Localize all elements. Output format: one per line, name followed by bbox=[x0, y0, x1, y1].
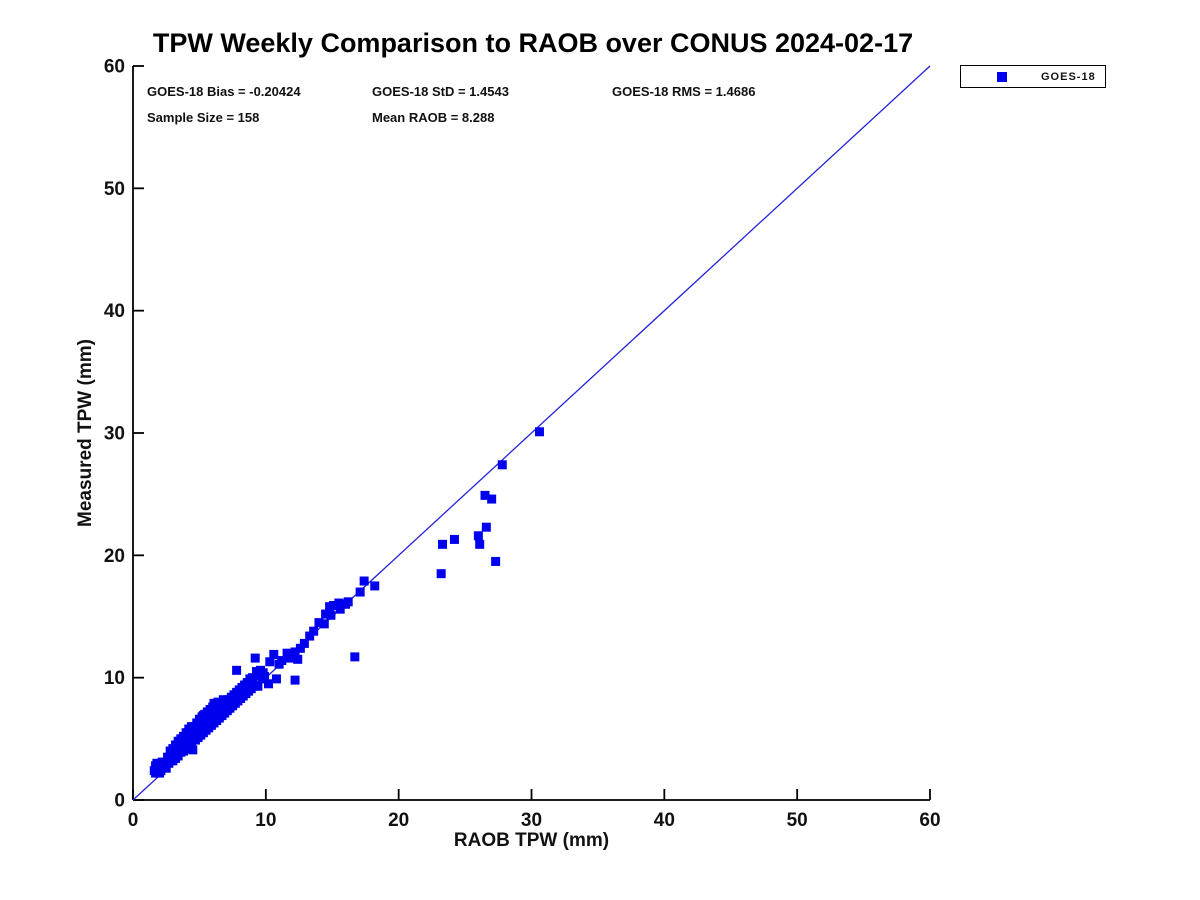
scatter-point bbox=[213, 697, 223, 707]
stat-mean-raob: Mean RAOB = 8.288 bbox=[372, 110, 495, 125]
stat-std: GOES-18 StD = 1.4543 bbox=[372, 84, 509, 99]
scatter-point bbox=[295, 643, 305, 653]
y-tick-label: 60 bbox=[104, 57, 125, 78]
stat-rms: GOES-18 RMS = 1.4686 bbox=[612, 84, 756, 99]
x-tick-label: 60 bbox=[919, 810, 940, 831]
scatter-point bbox=[350, 652, 360, 662]
scatter-point bbox=[253, 681, 263, 691]
scatter-point bbox=[359, 576, 369, 586]
x-tick-label: 50 bbox=[787, 810, 808, 831]
scatter-point bbox=[282, 648, 292, 658]
y-tick-label: 20 bbox=[104, 546, 125, 567]
legend-marker-square-icon bbox=[997, 71, 1007, 82]
stat-sample-size: Sample Size = 158 bbox=[147, 110, 260, 125]
scatter-point bbox=[277, 656, 287, 666]
x-tick-label: 0 bbox=[128, 810, 139, 831]
scatter-point bbox=[260, 671, 270, 681]
scatter-point bbox=[449, 534, 459, 544]
scatter-point bbox=[290, 647, 300, 657]
scatter-point bbox=[248, 673, 258, 683]
scatter-point bbox=[534, 427, 544, 437]
x-tick-label: 10 bbox=[255, 810, 276, 831]
scatter-point bbox=[326, 610, 336, 620]
scatter-point bbox=[335, 604, 345, 614]
x-tick-label: 40 bbox=[654, 810, 675, 831]
scatter-point bbox=[285, 653, 295, 663]
y-tick-label: 40 bbox=[104, 301, 125, 322]
scatter-point bbox=[232, 665, 242, 675]
scatter-point bbox=[355, 587, 365, 597]
scatter-point bbox=[480, 490, 490, 500]
scatter-point bbox=[265, 657, 275, 667]
y-tick-label: 50 bbox=[104, 179, 125, 200]
y-tick-label: 10 bbox=[104, 668, 125, 689]
scatter-point bbox=[491, 556, 501, 566]
chart-title: TPW Weekly Comparison to RAOB over CONUS… bbox=[152, 28, 914, 58]
scatter-point bbox=[473, 531, 483, 541]
scatter-point bbox=[293, 654, 303, 664]
x-tick-label: 20 bbox=[388, 810, 409, 831]
scatter-point bbox=[475, 539, 485, 549]
scatter-point bbox=[321, 609, 331, 619]
scatter-point bbox=[481, 522, 491, 532]
scatter-point bbox=[370, 581, 380, 591]
scatter-point bbox=[487, 494, 497, 504]
scatter-point bbox=[436, 569, 446, 579]
scatter-point bbox=[314, 618, 324, 628]
scatter-point bbox=[186, 722, 196, 732]
scatter-point bbox=[438, 539, 448, 549]
x-tick-label: 30 bbox=[521, 810, 542, 831]
scatter-point bbox=[299, 638, 309, 648]
scatter-point bbox=[305, 631, 315, 641]
series-goes-18 bbox=[149, 427, 544, 778]
stat-bias: GOES-18 Bias = -0.20424 bbox=[147, 84, 301, 99]
scatter-point bbox=[263, 679, 273, 689]
scatter-point bbox=[290, 675, 300, 685]
scatter-point bbox=[319, 619, 329, 629]
scatter-point bbox=[309, 626, 319, 636]
scatter-point bbox=[329, 600, 339, 610]
scatter-point bbox=[334, 598, 344, 608]
scatter-point bbox=[271, 674, 281, 684]
scatter-point bbox=[188, 745, 198, 755]
scatter-point bbox=[497, 460, 507, 470]
scatter-point bbox=[161, 763, 171, 773]
y-tick-label: 0 bbox=[114, 791, 125, 812]
scatter-point bbox=[250, 653, 260, 663]
y-tick-label: 30 bbox=[104, 424, 125, 445]
scatter-point bbox=[343, 597, 353, 607]
x-axis-label: RAOB TPW (mm) bbox=[453, 830, 610, 851]
y-axis-label: Measured TPW (mm) bbox=[75, 339, 96, 527]
scatter-point bbox=[269, 649, 279, 659]
legend-label: GOES-18 bbox=[1041, 70, 1096, 83]
legend: GOES-18 bbox=[960, 65, 1106, 88]
